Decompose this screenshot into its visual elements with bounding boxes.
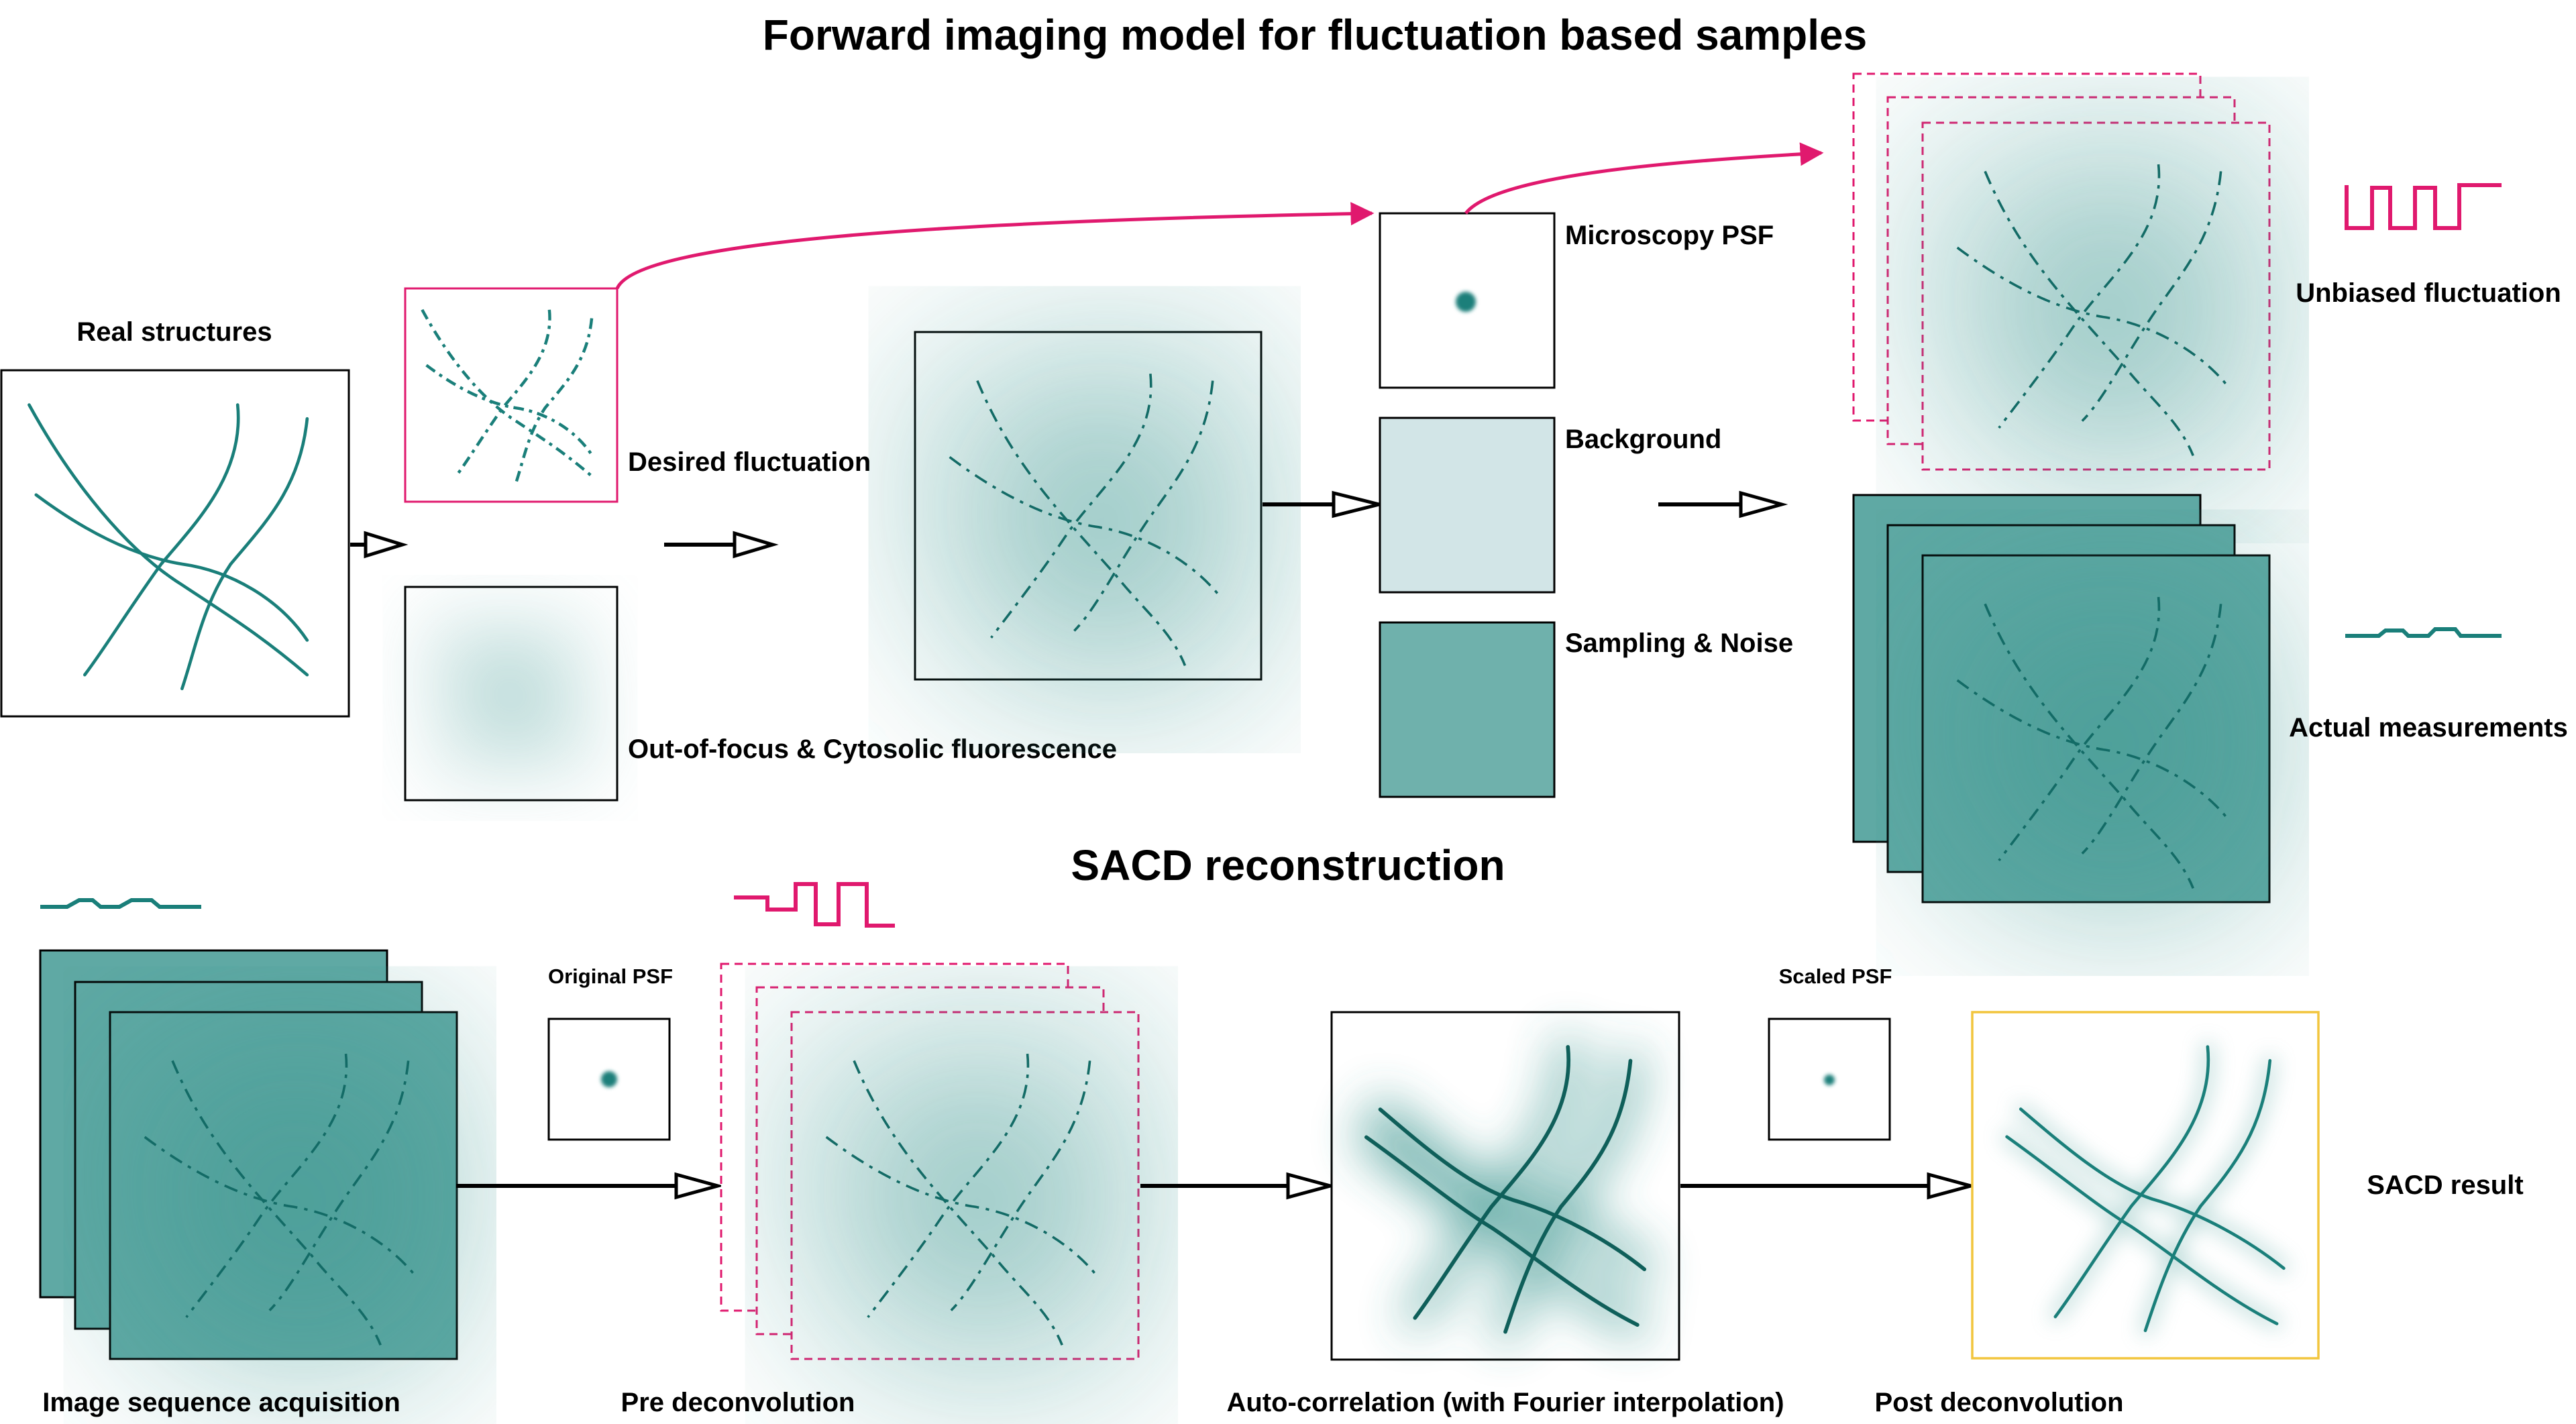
desired-fluctuation-label: Desired fluctuation <box>628 447 871 477</box>
post-deconvolution-label: Post deconvolution <box>1874 1388 2123 1417</box>
pre-deconvolution-label: Pre deconvolution <box>621 1388 855 1417</box>
out-of-focus-label: Out-of-focus & Cytosolic fluorescence <box>628 734 1117 764</box>
real-structures-panel <box>0 369 350 718</box>
sacd-reconstruction-title: SACD reconstruction <box>1071 841 1505 889</box>
original-psf-panel <box>547 1018 671 1141</box>
image-sequence-stack <box>39 949 458 1359</box>
pre-deconvolution-stack <box>720 963 1140 1359</box>
microscopy-psf-panel <box>1379 212 1556 389</box>
pink-arrow-fluct-to-psf <box>615 202 1375 290</box>
sacd-result-label: SACD result <box>2367 1170 2523 1200</box>
forward-model-title: Forward imaging model for fluctuation ba… <box>763 11 1867 59</box>
blurred-composite-panel <box>914 331 1263 679</box>
autocorrelation-label: Auto-correlation (with Fourier interpola… <box>1226 1388 1784 1417</box>
real-structures-label: Real structures <box>76 317 272 347</box>
out-of-focus-panel <box>404 586 619 802</box>
unbiased-fluctuation-label: Unbiased fluctuation <box>2296 278 2561 308</box>
scaled-psf-panel <box>1768 1018 1891 1141</box>
microscopy-psf-label: Microscopy PSF <box>1565 221 1774 250</box>
measurement-signal-trace <box>2345 627 2502 638</box>
pre-deconvolution-signal-trace <box>734 882 895 928</box>
autocorrelation-panel <box>1330 1011 1680 1361</box>
background-label: Background <box>1565 425 1721 454</box>
unbiased-signal-trace <box>2345 183 2502 230</box>
acquisition-signal-trace <box>40 898 201 909</box>
sampling-noise-label: Sampling & Noise <box>1565 628 1793 658</box>
background-panel <box>1379 417 1556 594</box>
pink-arrow-psf-to-unbiased <box>1464 142 1824 215</box>
scaled-psf-label: Scaled PSF <box>1779 965 1892 988</box>
sacd-result-panel <box>1971 1011 2320 1360</box>
sampling-noise-panel <box>1379 621 1556 798</box>
unbiased-fluctuation-stack <box>1852 72 2271 470</box>
actual-measurements-stack <box>1852 494 2271 902</box>
desired-fluctuation-panel <box>404 287 619 503</box>
actual-measurements-label: Actual measurements <box>2289 713 2568 743</box>
original-psf-label: Original PSF <box>548 965 673 988</box>
image-sequence-label: Image sequence acquisition <box>42 1388 400 1417</box>
